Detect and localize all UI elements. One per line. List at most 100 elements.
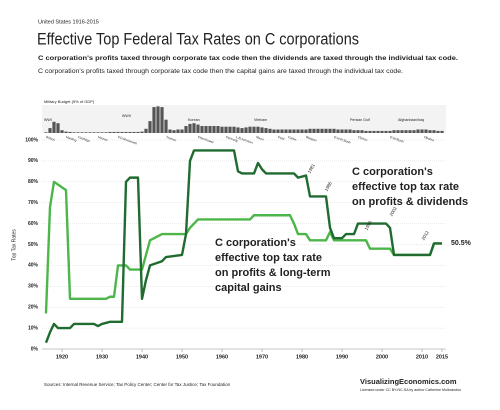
military-bar — [176, 129, 180, 133]
military-bar — [328, 128, 332, 133]
military-bar — [228, 126, 232, 133]
annotation: 1981 — [307, 162, 317, 174]
military-bar — [284, 129, 288, 133]
sources: Sources: Internal Revenue Service; Tax P… — [44, 382, 231, 387]
military-bar — [420, 129, 424, 133]
president-label: Ford — [277, 135, 285, 141]
war-label: Persian Gulf — [350, 118, 370, 122]
military-bar — [128, 131, 132, 133]
military-bar — [276, 129, 280, 133]
military-bar — [324, 128, 328, 133]
x-tick-label: 2010 — [416, 354, 428, 360]
military-bar — [188, 123, 192, 133]
military-bar — [116, 131, 120, 133]
military-bar — [400, 130, 404, 133]
series-label: C corporation's — [352, 166, 433, 178]
y-tick-label: 0% — [31, 346, 39, 352]
military-bar — [144, 128, 148, 133]
military-bar — [232, 126, 236, 133]
x-tick-label: 1930 — [96, 354, 108, 360]
military-bar — [212, 126, 216, 133]
x-tick-label: 1970 — [256, 354, 268, 360]
president-label: Harding — [65, 135, 77, 143]
x-tick-label: 1980 — [296, 354, 308, 360]
military-bar — [336, 129, 340, 133]
subtitle: C corporation's profits taxed through co… — [38, 55, 458, 62]
president-label: Coolidge — [77, 135, 90, 143]
military-bar — [436, 130, 440, 133]
military-bar — [160, 107, 164, 133]
military-bar — [340, 129, 344, 133]
military-bar — [136, 131, 140, 133]
x-tick-label: 1990 — [336, 354, 348, 360]
series-label: on profits & dividends — [352, 196, 468, 208]
military-bar — [416, 129, 420, 133]
brand: VisualizingEconomics.com — [360, 377, 457, 386]
military-bar — [356, 130, 360, 133]
y-axis-label: Top Tax Rates — [11, 229, 17, 261]
war-label: Korean — [188, 118, 200, 122]
military-bar — [312, 128, 316, 133]
military-bar — [208, 126, 212, 133]
series-line — [44, 180, 442, 314]
military-bar — [84, 132, 88, 133]
military-bar — [92, 132, 96, 133]
military-bar — [384, 130, 388, 133]
military-bar — [280, 129, 284, 133]
x-tick-label: 2015 — [436, 354, 448, 360]
military-bar — [100, 132, 104, 133]
chart-title: Effective Top Federal Tax Rates on C cor… — [37, 29, 359, 48]
kicker: United States 1916-2015 — [38, 19, 99, 25]
military-bar — [244, 127, 248, 133]
military-bar — [308, 128, 312, 133]
military-bar — [320, 128, 324, 133]
military-bar — [164, 119, 168, 133]
war-label: WWII — [122, 114, 131, 118]
y-tick-label: 40% — [28, 263, 39, 269]
x-tick-label: 1950 — [176, 354, 188, 360]
president-label: Wilson — [45, 135, 56, 142]
president-label: F.D.Roosevelt — [117, 135, 137, 146]
military-bar — [216, 126, 220, 133]
president-label: Obama — [423, 135, 434, 142]
y-tick-label: 80% — [28, 179, 39, 185]
series-label: effective top tax rate — [352, 181, 459, 193]
military-bar — [304, 129, 308, 133]
military-bar — [44, 132, 48, 133]
military-bar — [76, 132, 80, 133]
military-bar — [236, 127, 240, 133]
military-bar — [408, 130, 412, 133]
president-label: Carter — [287, 135, 298, 142]
y-tick-label: 50% — [28, 242, 39, 248]
military-bar — [292, 129, 296, 133]
military-bar — [428, 130, 432, 133]
military-bar — [380, 130, 384, 133]
military-bar — [156, 106, 160, 133]
military-strip — [42, 105, 446, 133]
y-tick-label: 20% — [28, 305, 39, 311]
series-label: C corporation's — [215, 237, 296, 249]
military-bar — [60, 130, 64, 133]
military-bar — [348, 129, 352, 133]
military-bar — [72, 132, 76, 133]
military-bar — [168, 129, 172, 133]
military-bar — [360, 130, 364, 133]
military-bar — [104, 132, 108, 133]
military-bar — [376, 130, 380, 133]
military-bar — [440, 130, 444, 133]
war-label: WWI — [44, 118, 52, 122]
military-bar — [48, 128, 52, 133]
y-tick-label: 100% — [25, 137, 38, 143]
military-bar — [200, 126, 204, 133]
x-tick-label: 1960 — [216, 354, 228, 360]
annotation: 2012 — [421, 229, 431, 241]
president-label: Hoover — [97, 135, 109, 143]
military-bar — [260, 127, 264, 133]
license: Licensed under CC BY-NC-SA by author Cat… — [360, 388, 461, 392]
military-bar — [120, 131, 124, 133]
series-label: effective top tax rate — [215, 252, 322, 264]
military-bar — [248, 126, 252, 133]
subtitle: C corporation's profits taxed through co… — [38, 68, 403, 75]
y-tick-label: 10% — [28, 325, 39, 331]
